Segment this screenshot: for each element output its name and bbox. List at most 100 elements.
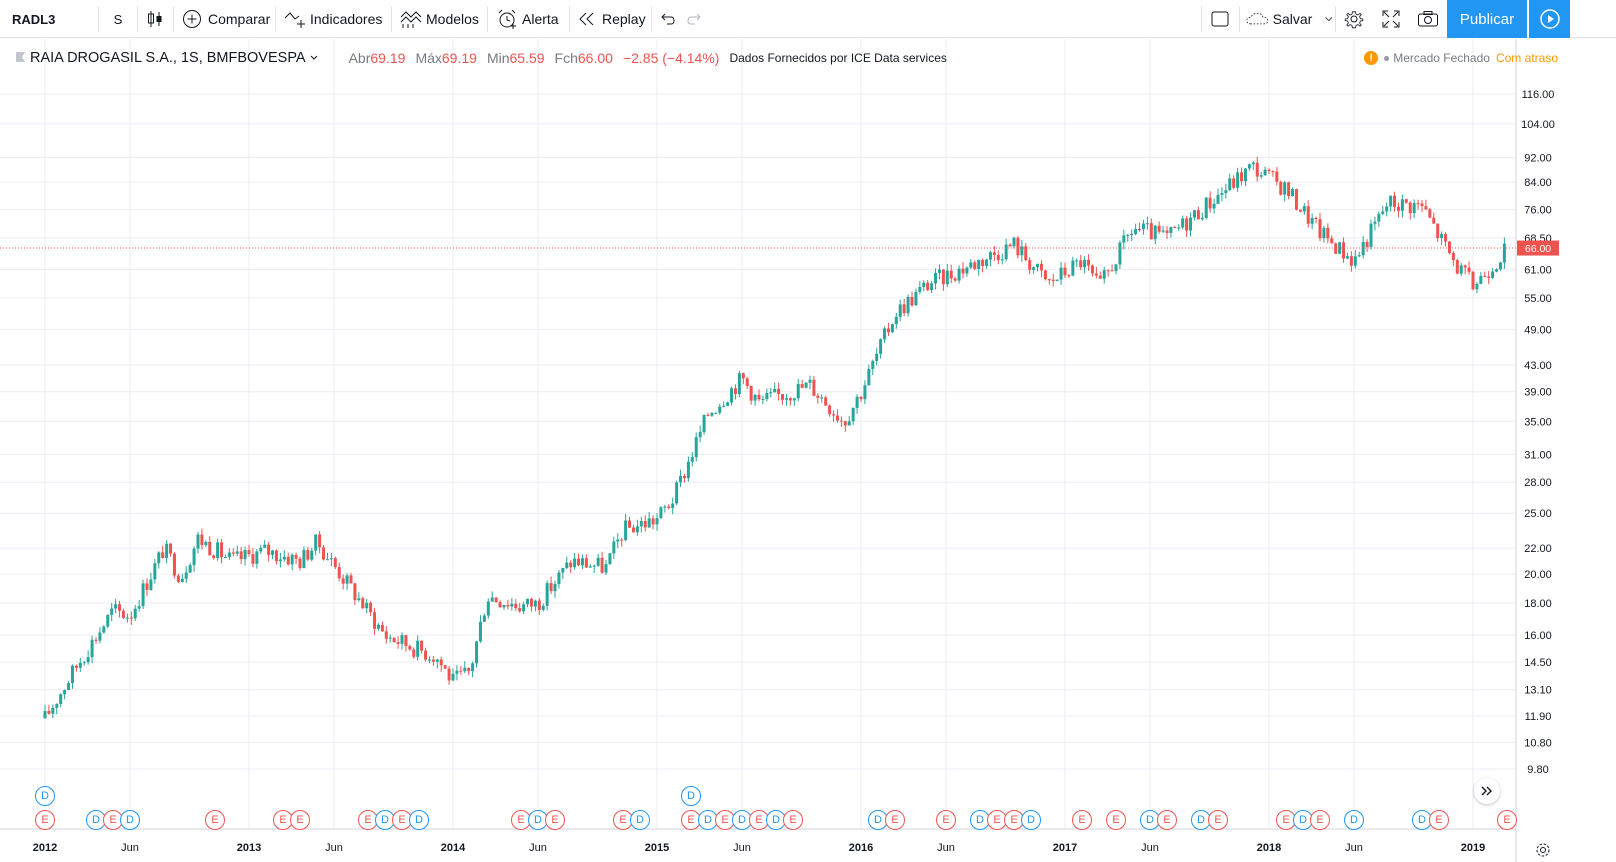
candle [475,640,479,668]
candle [686,456,690,482]
candle [788,397,792,406]
time-tick-label: Jun [1345,842,1363,854]
save-label: Salvar [1272,11,1313,27]
earnings-event-marker[interactable]: E [1497,810,1517,830]
candle [1412,199,1416,218]
candle [306,547,310,561]
dividend-event-marker[interactable]: D [1412,810,1432,830]
toolbar-divider [391,6,392,32]
earnings-event-marker[interactable]: E [1429,810,1449,830]
earnings-event-marker[interactable]: E [35,810,55,830]
replay-label: Replay [602,11,646,27]
price-tick-label: 18.00 [1524,598,1552,610]
fullscreen-button[interactable] [1373,0,1409,38]
candle [369,601,373,616]
candle [565,556,569,570]
dividend-event-marker[interactable]: D [120,810,140,830]
candle [1063,262,1067,279]
candle [977,259,981,276]
dividend-event-marker[interactable]: D [1344,810,1364,830]
candle [1196,206,1200,220]
candle [883,326,887,343]
last-price-value: 66.00 [1525,243,1551,255]
dividend-event-marker[interactable]: D [1021,810,1041,830]
candle [47,704,51,715]
candle [1279,180,1283,196]
earnings-event-marker[interactable]: E [1072,810,1092,830]
candle [133,605,137,621]
earnings-event-marker[interactable]: E [205,810,225,830]
undo-button[interactable] [654,0,680,38]
indicators-button[interactable]: Indicadores [276,0,390,38]
candle [1357,251,1361,258]
candle [953,276,957,283]
data-source-text: Dados Fornecidos por ICE Data services [729,51,947,65]
candle [714,412,718,414]
candle [216,538,220,561]
compare-button[interactable]: Comparar [174,0,274,38]
time-tick-label: Jun [937,842,955,854]
dividend-event-marker[interactable]: D [681,786,701,806]
scroll-to-realtime-button[interactable] [1474,778,1500,804]
candle [200,528,204,550]
candle [604,560,608,576]
earnings-event-marker[interactable]: E [885,810,905,830]
chevron-down-icon[interactable] [309,54,319,62]
chart-type-button[interactable] [138,0,172,38]
earnings-event-marker[interactable]: E [1157,810,1177,830]
warning-icon[interactable]: ! [1364,51,1379,65]
earnings-event-marker[interactable]: E [1208,810,1228,830]
earnings-event-marker[interactable]: E [1276,810,1296,830]
candle [125,613,129,623]
dividend-event-marker[interactable]: D [732,810,752,830]
earnings-event-marker[interactable]: E [1106,810,1126,830]
candle [314,534,318,556]
candle [353,582,357,605]
settings-button[interactable] [1336,0,1372,38]
delayed-badge[interactable]: Com atraso [1495,51,1558,65]
replay-button[interactable]: Replay [570,0,650,38]
earnings-event-marker[interactable]: E [545,810,565,830]
dividend-event-marker[interactable]: D [630,810,650,830]
axis-settings-button[interactable] [1531,840,1555,860]
snapshot-button[interactable] [1410,0,1446,38]
candle [1232,175,1236,190]
price-chart[interactable]: 2012 Jun 2013 Jun 2014 Jun 2015 Jun 2016 Jun 2017 J… [0,39,1570,862]
earnings-event-marker[interactable]: E [783,810,803,830]
symbol-search-button[interactable]: RADL3 [12,0,92,38]
redo-button[interactable] [682,0,708,38]
time-tick-label: 2012 [33,842,57,854]
dividend-event-marker[interactable]: D [970,810,990,830]
dividend-event-marker[interactable]: D [766,810,786,830]
legend-symbol-title[interactable]: RAIA DROGASIL S.A., 1S, BMFBOVESPA [30,50,306,66]
candle [737,370,741,398]
earnings-event-marker[interactable]: E [290,810,310,830]
earnings-event-marker[interactable]: E [715,810,735,830]
earnings-event-marker[interactable]: E [936,810,956,830]
templates-button[interactable]: Modelos [392,0,486,38]
price-tick-label: 10.80 [1524,737,1552,749]
earnings-event-marker[interactable]: E [103,810,123,830]
publish-button[interactable]: Publicar [1447,0,1527,38]
chart-legend: RAIA DROGASIL S.A., 1S, BMFBOVESPA Abr 69… [14,48,947,68]
candle [690,451,694,467]
candle [1083,256,1087,274]
candle [251,547,255,568]
candle [902,298,906,317]
dividend-event-marker[interactable]: D [409,810,429,830]
save-button[interactable]: Salvar [1240,0,1334,38]
candle [1287,181,1291,200]
candle [247,544,251,557]
layout-button[interactable] [1202,0,1238,38]
dividend-event-marker[interactable]: D [35,786,55,806]
dividend-event-marker[interactable]: D [528,810,548,830]
candle [839,416,843,427]
alert-button[interactable]: Alerta [488,0,568,38]
candle [1487,270,1491,285]
candle [1314,216,1318,224]
earnings-event-marker[interactable]: E [1310,810,1330,830]
interval-button[interactable]: S [99,0,137,38]
candle [1291,187,1295,197]
candle [851,407,855,425]
play-button[interactable] [1528,0,1570,38]
